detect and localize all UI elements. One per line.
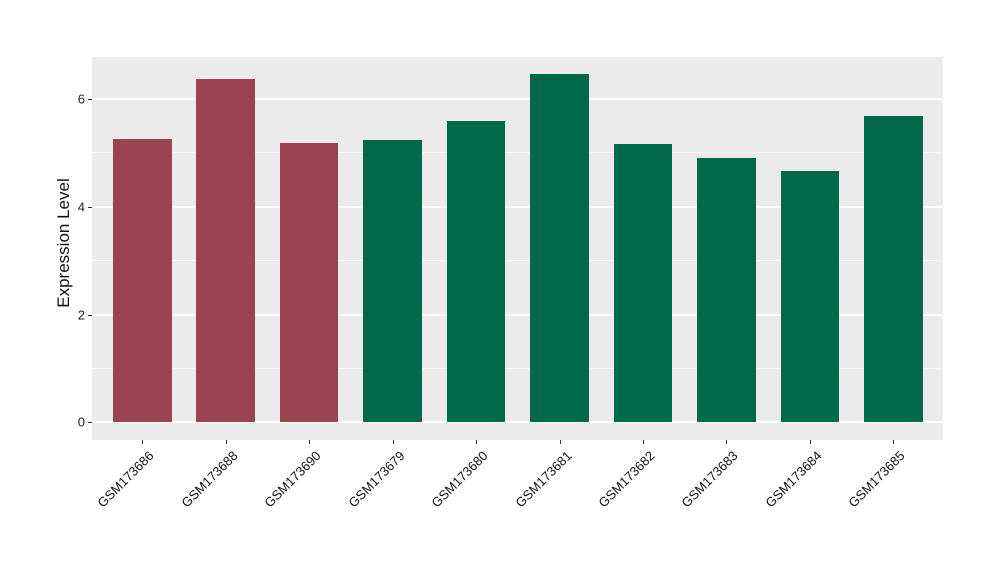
x-tick-mark	[476, 440, 478, 444]
bar-GSM173685	[864, 116, 923, 423]
y-tick-label: 2	[77, 307, 85, 322]
bar-GSM173690	[279, 142, 339, 423]
x-tick-mark	[309, 440, 311, 444]
y-tick-label: 4	[77, 199, 85, 215]
bar-GSM173681	[530, 74, 589, 423]
gridline-minor	[92, 152, 943, 154]
x-tick-mark	[392, 440, 394, 444]
bar-GSM173684	[780, 171, 840, 423]
x-tick-mark	[142, 440, 144, 444]
gridline-major	[92, 97, 943, 100]
x-tick-mark	[559, 440, 561, 444]
gridline-major	[92, 313, 943, 316]
bar-GSM173688	[196, 78, 255, 423]
y-tick-label: 6	[77, 91, 85, 107]
x-tick-mark	[809, 440, 811, 444]
bar-GSM173682	[613, 143, 673, 423]
gridline-minor	[92, 367, 943, 369]
y-tick-mark	[88, 98, 92, 100]
bar-GSM173686	[113, 138, 172, 423]
x-tick-mark	[225, 440, 227, 444]
y-tick-mark	[88, 314, 92, 316]
bar-GSM173680	[446, 120, 506, 423]
y-tick-mark	[88, 422, 92, 424]
gridline-major	[92, 205, 943, 208]
x-tick-mark	[642, 440, 644, 444]
plot-panel	[92, 57, 943, 440]
y-axis-label: Expression Level	[54, 178, 73, 308]
x-tick-mark	[893, 440, 895, 444]
bar-GSM173683	[697, 158, 756, 423]
gridline-major	[92, 421, 943, 424]
gridline-minor	[92, 260, 943, 262]
x-tick-mark	[726, 440, 728, 444]
bar-GSM173679	[363, 139, 422, 423]
y-tick-mark	[88, 206, 92, 208]
y-tick-label: 0	[77, 414, 85, 430]
